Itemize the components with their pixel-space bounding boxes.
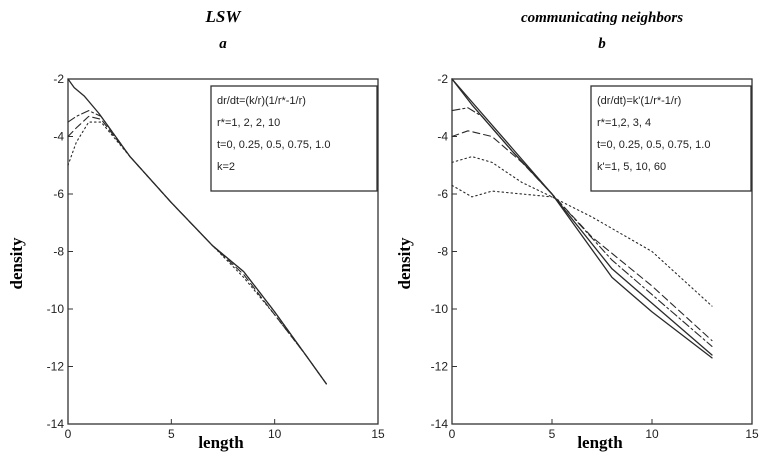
annotation-text: k=2: [217, 161, 235, 173]
chart-title: communicating neighbors: [521, 10, 683, 26]
annotation-text: (dr/dt)=k'(1/r*-1/r): [597, 95, 681, 107]
chart-subtitle: a: [219, 36, 227, 52]
y-tick-label: -6: [437, 187, 448, 201]
x-tick-label: 5: [549, 427, 556, 441]
y-tick-label: -10: [47, 302, 65, 316]
x-tick-label: 0: [449, 427, 456, 441]
annotation-text: k'=1, 5, 10, 60: [597, 161, 666, 173]
chart-panel-a: LSW a 0 5 10 15 -2 -4 -6 -8 -10 -12 -14 length density…: [7, 7, 385, 452]
y-tick-label: -8: [437, 245, 448, 259]
x-tick-label: 10: [268, 427, 282, 441]
x-tick-label: 15: [745, 427, 759, 441]
chart-subtitle: b: [598, 36, 606, 52]
y-tick-label: -10: [431, 302, 449, 316]
x-axis-label: length: [198, 433, 244, 452]
series-line-3: [451, 107, 713, 347]
series-line-5: [451, 156, 713, 307]
annotation-box: [590, 85, 752, 192]
x-tick-label: 5: [168, 427, 175, 441]
annotation-text: t=0, 0.25, 0.5, 0.75, 1.0: [217, 139, 330, 151]
y-tick-label: -6: [53, 187, 64, 201]
series-line-6: [451, 184, 553, 198]
annotation-box: [210, 85, 378, 192]
annotation-text: r*=1, 2, 2, 10: [217, 117, 280, 129]
y-tick-label: -8: [53, 245, 64, 259]
x-tick-label: 15: [371, 427, 385, 441]
y-axis-label: density: [395, 237, 414, 289]
annotation-text: r*=1,2, 3, 4: [597, 117, 651, 129]
annotation-text: dr/dt=(k/r)(1/r*-1/r): [217, 95, 306, 107]
series-line-4: [67, 121, 327, 385]
y-tick-label: -2: [437, 72, 448, 86]
x-tick-label: 10: [645, 427, 659, 441]
y-tick-label: -4: [53, 130, 64, 144]
y-tick-label: -14: [431, 417, 449, 431]
y-tick-label: -12: [431, 360, 449, 374]
annotation-text: t=0, 0.25, 0.5, 0.75, 1.0: [597, 139, 710, 151]
y-tick-label: -14: [47, 417, 65, 431]
chart-title: LSW: [205, 7, 243, 26]
x-axis-label: length: [577, 433, 623, 452]
series-line-4: [451, 130, 713, 342]
y-tick-label: -2: [53, 72, 64, 86]
y-axis-label: density: [7, 237, 26, 289]
y-tick-label: -4: [437, 130, 448, 144]
x-tick-label: 0: [65, 427, 72, 441]
chart-panel-b: communicating neighbors b 0 5 10 15 -2 -4 -6 -8 -1…: [395, 10, 759, 452]
y-tick-label: -12: [47, 360, 65, 374]
